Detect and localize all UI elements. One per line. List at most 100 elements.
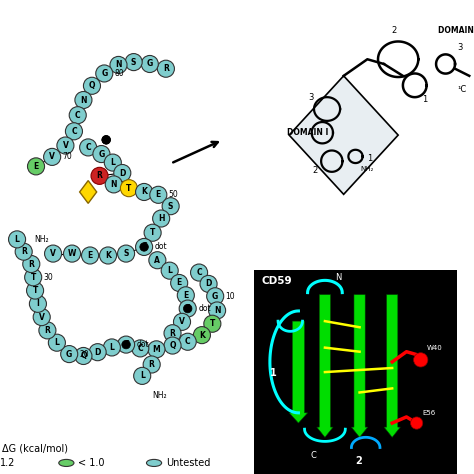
Text: NH₂: NH₂ xyxy=(34,235,49,244)
Circle shape xyxy=(75,347,92,365)
Circle shape xyxy=(100,247,117,264)
Text: C: C xyxy=(71,127,77,136)
Text: N: N xyxy=(80,96,87,104)
Circle shape xyxy=(177,287,194,304)
Circle shape xyxy=(29,295,46,312)
Text: E: E xyxy=(183,291,189,300)
Circle shape xyxy=(64,245,81,262)
Circle shape xyxy=(105,176,122,193)
Text: C: C xyxy=(75,111,81,119)
Circle shape xyxy=(179,333,196,350)
FancyArrow shape xyxy=(289,321,308,423)
Circle shape xyxy=(75,91,92,109)
Polygon shape xyxy=(289,76,398,194)
Circle shape xyxy=(120,180,137,197)
FancyArrow shape xyxy=(384,295,401,438)
Circle shape xyxy=(132,340,149,357)
Text: V: V xyxy=(49,153,55,161)
Text: T: T xyxy=(30,273,36,282)
Text: Q: Q xyxy=(89,82,95,90)
Text: K: K xyxy=(199,331,205,339)
Circle shape xyxy=(140,243,148,251)
Text: C: C xyxy=(141,243,147,251)
Text: D: D xyxy=(205,280,212,288)
Circle shape xyxy=(83,77,100,94)
Circle shape xyxy=(82,247,99,264)
Text: E: E xyxy=(176,279,182,287)
Circle shape xyxy=(96,65,113,82)
Text: G: G xyxy=(98,150,105,158)
Text: M: M xyxy=(153,345,160,354)
Text: 1: 1 xyxy=(422,95,427,104)
Circle shape xyxy=(144,224,161,241)
Text: 2: 2 xyxy=(313,166,318,175)
Text: 1.2: 1.2 xyxy=(0,458,15,468)
Circle shape xyxy=(149,252,166,269)
Circle shape xyxy=(27,282,44,299)
Text: T: T xyxy=(126,184,132,192)
Text: L: L xyxy=(167,266,172,275)
Text: ΔG (kcal/mol): ΔG (kcal/mol) xyxy=(2,444,68,454)
Circle shape xyxy=(33,309,50,326)
Text: N: N xyxy=(214,306,220,315)
Text: dot: dot xyxy=(137,340,149,349)
Text: S: S xyxy=(168,202,173,210)
Text: N: N xyxy=(115,61,122,69)
Text: Untested: Untested xyxy=(166,458,210,468)
Text: R: R xyxy=(97,172,102,180)
Circle shape xyxy=(89,344,106,361)
Circle shape xyxy=(44,148,61,165)
Text: V: V xyxy=(63,141,68,150)
Text: 2: 2 xyxy=(391,26,396,35)
Text: C: C xyxy=(185,304,191,313)
Text: E56: E56 xyxy=(423,410,436,416)
Circle shape xyxy=(93,146,110,163)
Text: dot: dot xyxy=(155,243,167,251)
Circle shape xyxy=(27,158,45,175)
Text: A: A xyxy=(155,256,160,264)
Text: H: H xyxy=(158,214,164,223)
Text: E: E xyxy=(87,251,93,260)
Circle shape xyxy=(173,313,191,330)
Circle shape xyxy=(48,334,65,351)
Text: 1: 1 xyxy=(270,368,277,378)
Circle shape xyxy=(162,198,179,215)
Circle shape xyxy=(61,346,78,363)
Text: T: T xyxy=(210,319,215,328)
Circle shape xyxy=(157,60,174,77)
Text: NH₂: NH₂ xyxy=(360,165,374,172)
Circle shape xyxy=(110,56,127,73)
Circle shape xyxy=(164,325,181,342)
Text: dot: dot xyxy=(198,304,211,313)
Text: G: G xyxy=(66,350,73,358)
Text: 2: 2 xyxy=(356,456,362,466)
Text: G: G xyxy=(146,60,153,68)
Circle shape xyxy=(125,54,142,71)
Text: NH₂: NH₂ xyxy=(153,391,167,400)
Text: V: V xyxy=(50,249,56,258)
Circle shape xyxy=(153,210,170,227)
Text: DOMAIN II: DOMAIN II xyxy=(438,26,474,35)
Text: V: V xyxy=(39,313,45,321)
Circle shape xyxy=(122,340,130,349)
Text: S: S xyxy=(131,58,137,66)
Text: D: D xyxy=(119,169,126,177)
Circle shape xyxy=(179,300,196,317)
Text: N: N xyxy=(335,273,341,283)
Text: C: C xyxy=(196,268,202,277)
Text: K: K xyxy=(141,188,147,196)
Text: C: C xyxy=(310,451,317,460)
Circle shape xyxy=(57,137,74,154)
Text: I: I xyxy=(36,300,39,308)
Text: CD59: CD59 xyxy=(262,276,292,286)
Text: < 1.0: < 1.0 xyxy=(78,458,105,468)
Circle shape xyxy=(191,264,208,281)
Text: W40: W40 xyxy=(427,345,443,351)
Text: 10: 10 xyxy=(226,292,235,301)
Text: L: L xyxy=(110,158,115,167)
Text: T: T xyxy=(150,228,155,237)
Circle shape xyxy=(118,336,135,353)
Circle shape xyxy=(102,136,110,144)
Circle shape xyxy=(25,269,42,286)
Text: G: G xyxy=(212,292,219,301)
